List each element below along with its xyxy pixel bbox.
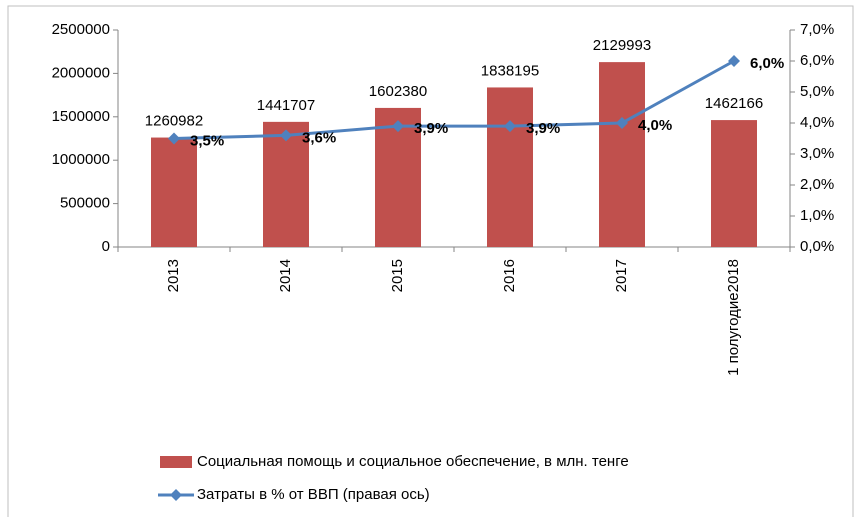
y2-tick-label: 2,0% — [800, 176, 834, 193]
line-marker — [280, 129, 292, 142]
bar-value-label: 2129993 — [593, 37, 651, 54]
y-tick-label: 2500000 — [52, 21, 110, 38]
x-tick-label: 2017 — [613, 259, 630, 292]
line-marker — [616, 117, 628, 129]
line-value-label: 3,6% — [302, 129, 336, 146]
y-tick-label: 1500000 — [52, 108, 110, 125]
legend-label: Затраты в % от ВВП (правая ось) — [197, 486, 430, 503]
line-value-label: 3,9% — [414, 120, 448, 137]
line-marker — [392, 120, 404, 133]
legend-swatch — [160, 456, 192, 468]
y-tick-label: 2000000 — [52, 64, 110, 81]
y-tick-label: 1000000 — [52, 151, 110, 168]
y2-tick-label: 7,0% — [800, 21, 834, 38]
legend-label: Социальная помощь и социальное обеспечен… — [197, 453, 629, 470]
line-marker — [728, 55, 740, 67]
x-tick-label: 2016 — [501, 259, 518, 292]
line-marker — [504, 120, 516, 133]
bar-value-label: 1260982 — [145, 113, 203, 130]
line-marker — [168, 132, 180, 145]
y2-tick-label: 1,0% — [800, 207, 834, 224]
bar — [599, 62, 645, 247]
bar — [711, 120, 757, 247]
line-value-label: 6,0% — [750, 55, 784, 72]
bar-value-label: 1838195 — [481, 62, 539, 79]
y2-tick-label: 0,0% — [800, 238, 834, 255]
y-tick-label: 500000 — [60, 195, 110, 212]
y-tick-label: 0 — [102, 238, 110, 255]
bar — [151, 137, 197, 247]
bar — [487, 87, 533, 247]
legend-swatch — [170, 489, 182, 501]
chart-border — [7, 5, 854, 517]
bar-value-label: 1462166 — [705, 95, 763, 112]
x-tick-label: 2015 — [389, 259, 406, 292]
line-value-label: 3,5% — [190, 132, 224, 149]
bar-value-label: 1602380 — [369, 83, 427, 100]
bar-value-label: 1441707 — [257, 97, 315, 114]
y2-tick-label: 6,0% — [800, 52, 834, 69]
y2-tick-label: 5,0% — [800, 83, 834, 100]
x-tick-label: 1 полугодие2018 — [725, 259, 742, 376]
bar — [263, 121, 309, 247]
x-tick-label: 2013 — [165, 259, 182, 292]
line — [173, 59, 735, 140]
line-value-label: 4,0% — [638, 117, 672, 134]
x-tick-label: 2014 — [277, 259, 294, 292]
y2-tick-label: 3,0% — [800, 145, 834, 162]
y2-tick-label: 4,0% — [800, 114, 834, 131]
line-value-label: 3,9% — [526, 120, 560, 137]
